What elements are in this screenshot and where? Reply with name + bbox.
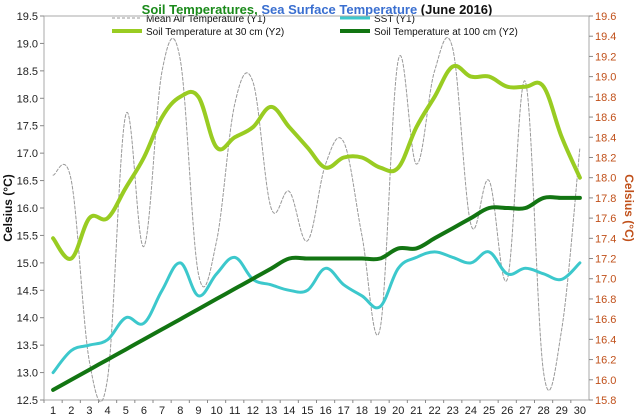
legend-label-3: Soil Temperature at 100 cm (Y2)	[374, 27, 518, 38]
x-tick-label: 1	[50, 405, 56, 417]
x-tick-label: 15	[301, 405, 313, 417]
x-tick-label: 28	[537, 405, 549, 417]
x-tick-label: 14	[283, 405, 295, 417]
y2-tick-label: 16.4	[595, 334, 616, 346]
chart-title: Soil Temperatures, Sea Surface Temperatu…	[142, 2, 493, 17]
legend-label-1: SST (Y1)	[374, 14, 415, 25]
y2-tick-label: 16.6	[595, 314, 616, 326]
x-tick-label: 27	[519, 405, 531, 417]
y2-axis-ticks: 15.8 16.0 16.2 16.4 16.6 16.8 17.0 17.2 17.4 17.6…	[589, 11, 616, 407]
x-tick-label: 20	[392, 405, 404, 417]
x-tick-label: 2	[68, 405, 74, 417]
x-tick-label: 22	[428, 405, 440, 417]
y1-tick-label: 19.5	[17, 11, 38, 23]
x-tick-label: 4	[105, 405, 111, 417]
y2-tick-label: 19.2	[595, 51, 616, 63]
x-tick-label: 29	[556, 405, 568, 417]
series-line-2	[51, 63, 582, 261]
series-line-3	[51, 195, 582, 392]
y2-tick-label: 17.0	[595, 274, 616, 286]
x-tick-label: 23	[447, 405, 459, 417]
x-tick-label: 16	[319, 405, 331, 417]
y2-tick-label: 18.4	[595, 132, 616, 144]
y1-tick-label: 14.0	[17, 313, 38, 325]
x-tick-label: 11	[229, 405, 240, 417]
y2-tick-label: 16.0	[595, 375, 616, 387]
y2-tick-label: 18.8	[595, 92, 616, 104]
y2-tick-label: 17.4	[595, 233, 616, 245]
x-tick-label: 10	[210, 405, 222, 417]
x-tick-label: 25	[483, 405, 495, 417]
x-tick-label: 12	[247, 405, 259, 417]
y1-tick-label: 19.0	[17, 38, 38, 50]
y1-tick-label: 15.0	[17, 258, 38, 270]
y1-axis-label: Celsius (°C)	[1, 174, 15, 241]
y2-axis-label: Celsius (°C)	[622, 174, 635, 241]
y1-tick-label: 17.5	[17, 121, 38, 133]
y1-tick-label: 16.5	[17, 176, 38, 188]
x-tick-label: 3	[86, 405, 92, 417]
y1-tick-label: 14.5	[17, 285, 38, 297]
y2-tick-label: 19.4	[595, 31, 616, 43]
y1-tick-label: 12.5	[17, 395, 38, 407]
y2-tick-label: 19.0	[595, 72, 616, 84]
series-line-0	[52, 37, 581, 403]
chart-title-part-0: Soil Temperatures,	[142, 2, 262, 17]
y2-tick-label: 16.2	[595, 355, 616, 367]
y1-tick-label: 18.0	[17, 93, 38, 105]
x-tick-label: 5	[123, 405, 129, 417]
y1-tick-label: 15.5	[17, 230, 38, 242]
y1-tick-label: 17.0	[17, 148, 38, 160]
legend-label-2: Soil Temperature at 30 cm (Y2)	[146, 27, 284, 38]
chart-title-part-2: (June 2016)	[417, 2, 492, 17]
y2-tick-label: 17.2	[595, 254, 616, 266]
y1-tick-label: 16.0	[17, 203, 38, 215]
y2-tick-label: 15.8	[595, 395, 616, 407]
x-axis-ticks: 1 2 3 4 5 6 7 8 9 10 11 12 13 14 15 16 17 18 19 20 21 22 23 24 2…	[43, 400, 586, 417]
series-lines	[51, 37, 582, 403]
x-tick-label: 9	[195, 405, 201, 417]
x-tick-label: 7	[159, 405, 165, 417]
x-tick-label: 19	[374, 405, 386, 417]
y2-tick-label: 16.8	[595, 294, 616, 306]
legend: Mean Air Temperature (Y1) SST (Y1) Soil Te…	[112, 14, 518, 38]
y1-tick-label: 18.5	[17, 66, 38, 78]
y1-tick-label: 13.5	[17, 340, 38, 352]
y2-tick-label: 18.2	[595, 152, 616, 164]
x-tick-label: 17	[338, 405, 350, 417]
x-tick-label: 21	[410, 405, 422, 417]
legend-label-0: Mean Air Temperature (Y1)	[146, 14, 266, 25]
x-tick-label: 13	[265, 405, 277, 417]
y2-tick-label: 18.0	[595, 173, 616, 185]
y2-tick-label: 17.6	[595, 213, 616, 225]
y2-tick-label: 19.6	[595, 11, 616, 23]
x-tick-label: 24	[465, 405, 477, 417]
chart-title-part-1: Sea Surface Temperature	[261, 2, 417, 17]
y2-tick-label: 18.6	[595, 112, 616, 124]
y1-axis-ticks: 12.5 13.0 13.5 14.0 14.5 15.0 15.5 16.0 16.5 17.0…	[17, 11, 44, 407]
y2-tick-label: 17.8	[595, 193, 616, 205]
x-tick-label: 26	[501, 405, 513, 417]
x-tick-label: 30	[574, 405, 586, 417]
x-tick-label: 8	[177, 405, 183, 417]
series-line-1	[51, 250, 582, 375]
y1-tick-label: 13.0	[17, 368, 38, 380]
x-tick-label: 18	[356, 405, 368, 417]
x-tick-label: 6	[141, 405, 147, 417]
